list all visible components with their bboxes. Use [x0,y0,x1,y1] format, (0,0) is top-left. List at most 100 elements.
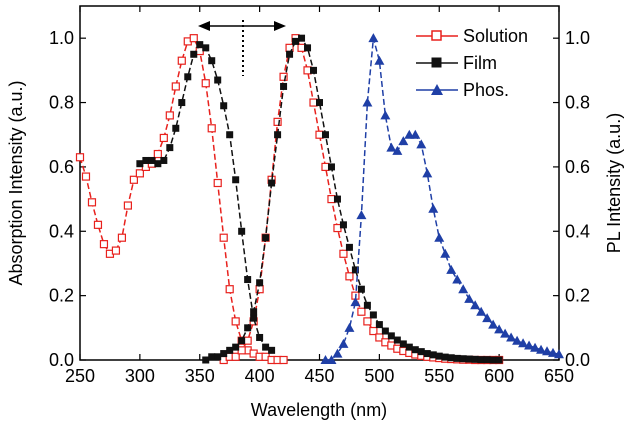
data-point [81,172,91,181]
arrow-right-head [274,21,286,31]
series-line [139,43,272,352]
data-point [506,332,517,342]
data-point [339,221,347,229]
x-tick-label: 450 [304,366,334,386]
data-point [363,317,372,326]
data-point [375,333,384,342]
data-point [309,98,318,107]
data-point [250,308,258,316]
x-tick-label: 550 [424,366,454,386]
y-axis-right-title: PL Intensity (a.u.) [604,113,624,253]
data-point [231,317,240,326]
data-point [214,76,222,84]
data-point [494,324,505,334]
data-point [429,351,437,359]
x-tick-label: 250 [65,366,95,386]
y-axis-right-ticks: 0.0 0.2 0.4 0.6 0.8 1.0 [553,28,590,370]
data-point [488,319,499,329]
data-point [452,274,463,284]
data-point [237,346,246,355]
data-point [536,344,547,354]
data-point [129,175,138,184]
data-point [381,327,389,335]
series-layer [75,33,564,365]
y-right-tick-label: 0.6 [565,157,590,177]
data-point [189,34,198,43]
data-point [422,168,433,178]
data-point [386,142,397,152]
series-film-right [202,34,503,364]
data-point [171,82,180,91]
data-point [220,102,228,110]
data-point [148,156,156,164]
data-point [160,156,168,164]
data-point [244,276,252,284]
data-point [208,57,216,65]
data-point [111,246,121,255]
y-left-tick-label: 0.4 [49,221,74,241]
x-tick-label: 650 [544,366,574,386]
series-phos-right [320,33,564,364]
arrow-left-head [198,21,210,31]
data-point [411,346,419,354]
data-point [195,46,204,56]
data-point [363,301,371,309]
legend-film-marker [431,57,442,68]
data-point [117,233,127,242]
data-point [405,343,413,351]
data-point [495,356,503,364]
data-point [244,324,252,332]
data-point [268,346,276,354]
data-point [423,350,431,358]
data-point [316,99,323,107]
legend-phos-label: Phos. [463,80,509,100]
data-point [214,353,222,361]
data-point [154,160,162,168]
data-point [327,194,336,204]
data-point [153,149,162,159]
data-point [368,33,379,43]
data-point [399,340,407,348]
data-point [476,306,487,316]
data-point [332,348,343,358]
legend-film-label: Film [463,53,497,73]
y-right-tick-label: 1.0 [565,28,590,48]
data-point [219,233,228,242]
data-point [362,97,373,107]
data-point [417,348,425,356]
data-point [482,313,493,323]
data-point [315,130,324,139]
x-tick-label: 400 [245,366,275,386]
data-point [75,153,85,162]
data-point [280,82,288,90]
data-point [256,333,264,341]
data-point [250,314,258,322]
data-point [344,322,355,332]
data-point [441,353,449,361]
y-axis-left-title: Absorption Intensity (a.u.) [6,80,26,285]
data-point [262,234,270,242]
series-solution-left [75,34,288,365]
data-point [220,350,228,358]
data-point [428,203,439,213]
x-axis-title: Wavelength (nm) [251,400,387,420]
data-point [321,162,330,172]
data-point [274,131,282,139]
data-point [136,160,144,168]
data-point [93,220,103,229]
data-point [471,355,479,363]
data-point [201,79,210,88]
x-tick-label: 600 [484,366,514,386]
data-point [542,346,553,356]
data-point [208,353,216,361]
series-solution-right [219,34,504,365]
data-point [232,176,240,184]
data-point [238,337,246,345]
data-point [165,111,174,120]
legend-solution-label: Solution [463,26,528,46]
data-point [350,297,361,307]
data-point [166,144,174,152]
data-point [447,354,455,362]
data-point [321,131,329,139]
x-tick-label: 500 [364,366,394,386]
